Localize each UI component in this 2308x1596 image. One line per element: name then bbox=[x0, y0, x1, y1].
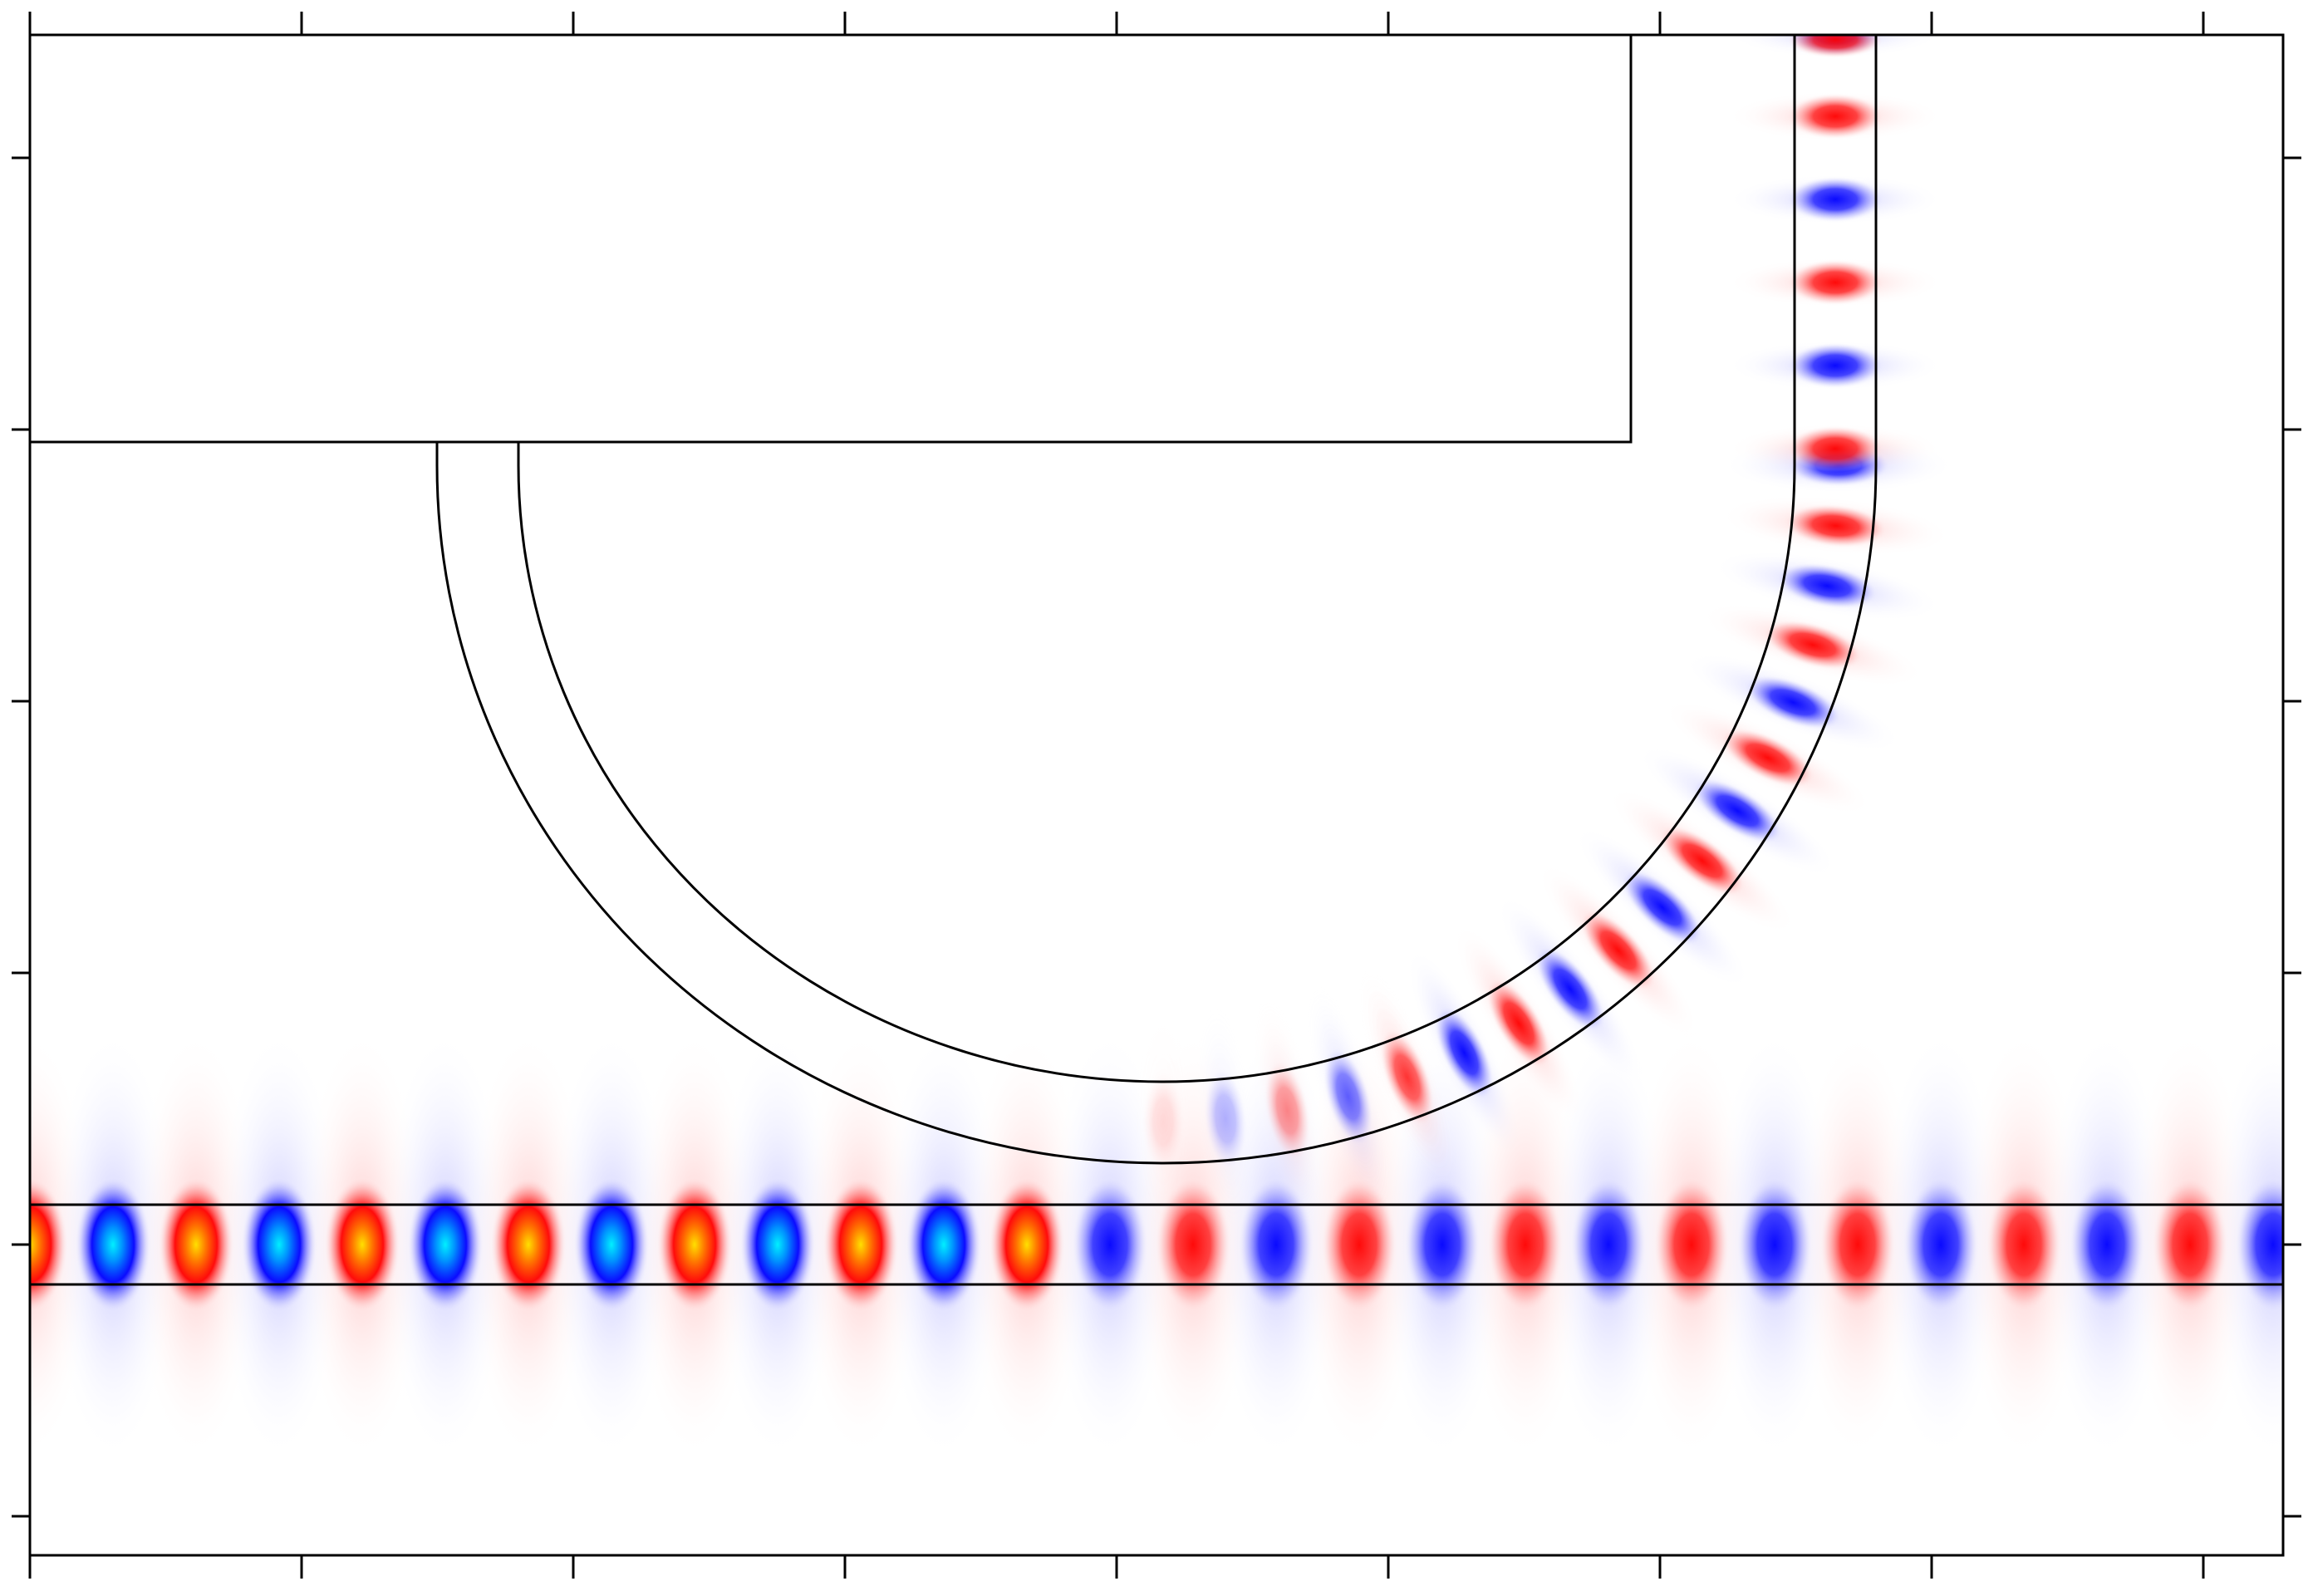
bend-field-lobe-group bbox=[1662, 700, 1873, 816]
bend-field-lobe-group bbox=[1135, 1005, 1191, 1238]
bend-field-lobe-group bbox=[1700, 602, 1925, 687]
bus-field-lobe bbox=[1487, 1176, 1564, 1313]
bend-waveguide-inner-edge bbox=[517, 35, 1796, 1083]
bend-field-lobe bbox=[1776, 562, 1878, 610]
plot-frame bbox=[28, 33, 2285, 1557]
vertical-field-lobe bbox=[1787, 176, 1883, 223]
bus-field-lobe bbox=[1819, 1176, 1896, 1313]
bus-field-lobe bbox=[1072, 1176, 1148, 1313]
bend-field-lobe-group bbox=[1406, 947, 1522, 1158]
bus-field-lobe bbox=[573, 1176, 650, 1313]
bus-field-lobe bbox=[1986, 1176, 2062, 1313]
bend-field-lobe-group bbox=[1306, 984, 1390, 1209]
bus-field-lobe bbox=[1653, 1176, 1730, 1313]
bus-field-lobe bbox=[1903, 1176, 1979, 1313]
vertical-field-lobe bbox=[1787, 342, 1883, 389]
bus-field-lobe bbox=[2152, 1176, 2228, 1313]
bend-field-lobe-group bbox=[1496, 894, 1644, 1084]
bend-field-lobe bbox=[1535, 945, 1606, 1033]
bus-field-lobe bbox=[989, 1176, 1065, 1313]
bus-field-lobe bbox=[2235, 1176, 2283, 1313]
bus-field-lobe bbox=[158, 1176, 234, 1313]
field-layer bbox=[30, 35, 2283, 1461]
bus-field-lobe bbox=[1570, 1176, 1647, 1313]
bend-field-lobe bbox=[1621, 869, 1703, 946]
bus-field-lobe bbox=[1321, 1176, 1397, 1313]
bus-field-lobe bbox=[75, 1176, 151, 1313]
bend-field-lobe bbox=[1579, 909, 1657, 991]
bend-field-lobe-group bbox=[1608, 787, 1797, 935]
bend-field-lobe bbox=[1323, 1046, 1373, 1147]
bend-field-lobe bbox=[1434, 1005, 1495, 1100]
bus-field-lobe bbox=[407, 1176, 484, 1313]
bend-field-lobe bbox=[1379, 1029, 1435, 1127]
bend-field-lobe-group bbox=[1637, 744, 1838, 877]
bend-field-lobe-group bbox=[1252, 995, 1323, 1225]
bend-field-lobe bbox=[1658, 825, 1746, 896]
bus-field-lobe bbox=[2069, 1176, 2145, 1313]
vertical-field-lobe bbox=[1787, 93, 1883, 140]
bend-field-lobe bbox=[1142, 1070, 1185, 1173]
bus-field-lobe bbox=[906, 1176, 982, 1313]
vertical-field-lobe bbox=[1787, 35, 1883, 58]
bus-field-lobe bbox=[656, 1176, 733, 1313]
bend-field-lobe-group bbox=[1357, 968, 1457, 1186]
bus-field-lobe bbox=[490, 1176, 567, 1313]
bend-field-lobe-group bbox=[1683, 652, 1903, 753]
bend-field-lobe-group bbox=[1452, 923, 1585, 1124]
bend-field-lobe bbox=[1784, 503, 1888, 548]
bend-field-lobe bbox=[1744, 675, 1842, 730]
bend-field-lobe bbox=[1692, 778, 1783, 844]
top-left-block bbox=[28, 33, 1633, 444]
bend-field-lobe bbox=[1762, 619, 1864, 670]
bus-field-lobe bbox=[241, 1176, 317, 1313]
bend-field-lobe bbox=[1485, 978, 1552, 1069]
bus-field-lobe bbox=[739, 1176, 816, 1313]
bend-field-lobe-group bbox=[1574, 826, 1751, 989]
bus-field-lobe bbox=[324, 1176, 400, 1313]
bus-field-lobe bbox=[823, 1176, 899, 1313]
bend-field-lobe bbox=[1203, 1067, 1248, 1171]
tick-layer bbox=[12, 12, 2301, 1579]
vertical-field-lobe bbox=[1787, 425, 1883, 472]
bus-field-lobe bbox=[1404, 1176, 1481, 1313]
bend-field-lobe-group bbox=[1720, 495, 1952, 557]
bus-field-lobe bbox=[1736, 1176, 1813, 1313]
bend-waveguide-outer-edge bbox=[435, 35, 1878, 1165]
bend-field-lobe bbox=[1264, 1059, 1311, 1161]
bend-field-lobe bbox=[1721, 728, 1815, 788]
bend-field-lobe-group bbox=[1712, 550, 1942, 621]
vertical-field-lobe bbox=[1787, 259, 1883, 306]
bend-field-lobe-group bbox=[1195, 1003, 1256, 1235]
bend-field-lobe-group bbox=[1537, 862, 1700, 1039]
